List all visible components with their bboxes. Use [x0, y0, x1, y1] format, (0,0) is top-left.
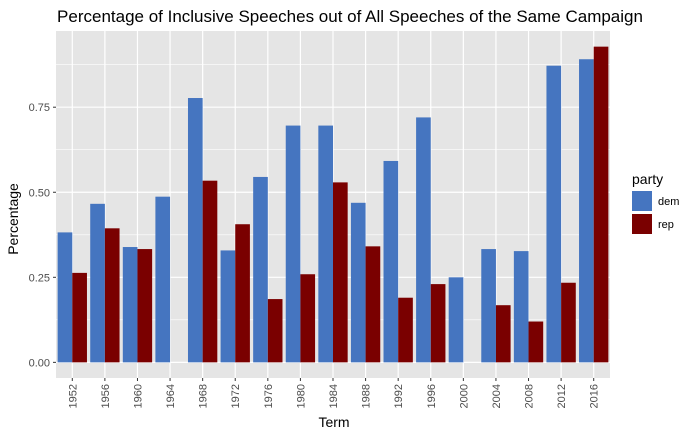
- y-axis-title: Percentage: [5, 183, 21, 255]
- x-tick-label: 1968: [198, 384, 210, 408]
- bar-dem-1984: [318, 125, 333, 363]
- bar-dem-2016: [579, 59, 594, 363]
- x-tick-label: 1956: [100, 384, 112, 408]
- bar-rep-1992: [398, 297, 413, 363]
- bar-rep-1956: [104, 228, 120, 363]
- bar-dem-1988: [350, 202, 366, 363]
- bar-dem-1996: [416, 117, 431, 363]
- bar-dem-2000: [448, 277, 464, 363]
- bar-rep-2008: [528, 321, 544, 363]
- x-axis: 1952 1956 1960 1964 1968 1972 1976 1980 1984 1988…: [67, 378, 601, 408]
- x-tick-label: 1964: [165, 384, 177, 408]
- legend-label-dem: dem: [658, 196, 679, 208]
- bar-rep-2012: [561, 282, 576, 363]
- x-axis-title: Term: [318, 414, 349, 430]
- y-axis: 0.00 0.25 0.50 0.75: [29, 102, 56, 369]
- x-tick-label: 1980: [295, 384, 307, 408]
- bar-rep-1960: [137, 249, 153, 363]
- legend-label-rep: rep: [658, 219, 674, 231]
- bar-rep-1996: [430, 284, 446, 363]
- bar-dem-1952: [57, 232, 73, 363]
- bar-rep-1968: [202, 180, 218, 363]
- x-tick-label: 2016: [589, 384, 601, 408]
- y-tick-label: 0.00: [29, 357, 50, 369]
- legend-title: party: [632, 171, 663, 187]
- bar-dem-1968: [187, 98, 203, 363]
- bars: [57, 46, 609, 363]
- legend-key-rep: [632, 214, 652, 234]
- bar-dem-2008: [513, 251, 529, 363]
- x-tick-label: 1984: [328, 384, 340, 408]
- y-tick-label: 0.25: [29, 272, 50, 284]
- x-tick-label: 1988: [361, 384, 373, 408]
- x-tick-label: 1952: [67, 384, 79, 408]
- y-tick-label: 0.50: [29, 187, 50, 199]
- bar-dem-1960: [122, 247, 138, 363]
- x-tick-label: 1972: [230, 384, 242, 408]
- x-tick-label: 2012: [556, 384, 568, 408]
- legend-items: dem rep: [632, 191, 679, 234]
- chart-title: Percentage of Inclusive Speeches out of …: [57, 7, 643, 26]
- bar-rep-1952: [72, 272, 87, 363]
- bar-dem-1972: [220, 250, 236, 363]
- legend: party dem rep: [632, 171, 679, 234]
- x-tick-label: 1996: [426, 384, 438, 408]
- bar-dem-1956: [90, 203, 105, 363]
- x-tick-label: 2004: [491, 384, 503, 408]
- bar-dem-1980: [285, 125, 301, 363]
- y-tick-label: 0.75: [29, 102, 50, 114]
- bar-rep-2016: [593, 46, 609, 363]
- bar-rep-2004: [495, 305, 511, 363]
- bar-dem-2012: [546, 65, 562, 363]
- bar-dem-1992: [383, 160, 399, 363]
- bar-dem-2004: [481, 249, 496, 363]
- bar-dem-1976: [253, 176, 268, 363]
- bar-rep-1988: [365, 246, 381, 363]
- x-tick-label: 1960: [132, 384, 144, 408]
- bar-rep-1980: [300, 274, 316, 363]
- x-tick-label: 2008: [524, 384, 536, 408]
- bar-dem-1964: [155, 196, 171, 363]
- x-tick-label: 1992: [393, 384, 405, 408]
- x-tick-label: 1976: [263, 384, 275, 408]
- bar-rep-1972: [235, 224, 250, 363]
- legend-key-dem: [632, 191, 652, 211]
- x-tick-label: 2000: [458, 384, 470, 408]
- bar-rep-1976: [267, 299, 283, 363]
- bar-rep-1984: [333, 182, 348, 363]
